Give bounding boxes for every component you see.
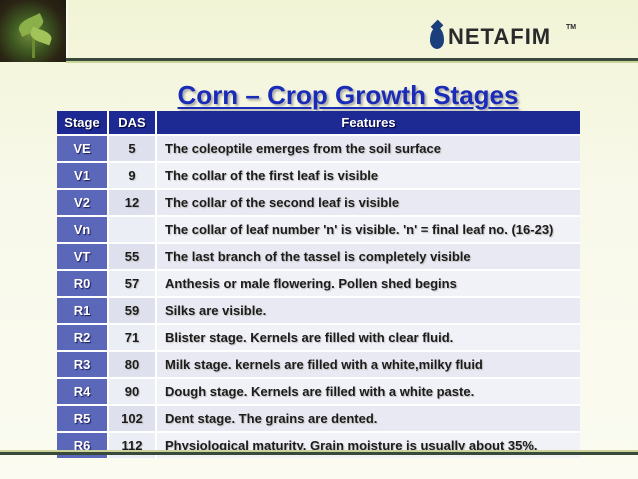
header-stage: Stage [57, 111, 109, 135]
das-cell: 12 [108, 189, 157, 216]
feature-cell: Blister stage. Kernels are filled with c… [156, 324, 580, 351]
das-cell: 57 [108, 270, 157, 297]
das-cell: 9 [108, 162, 157, 189]
feature-cell: Milk stage. kernels are filled with a wh… [156, 351, 580, 378]
table-row: R1 59 Silks are visible. [57, 297, 580, 324]
das-cell [108, 216, 157, 243]
footer-rule-accent [0, 450, 638, 452]
feature-cell: The collar of the second leaf is visible [156, 189, 580, 216]
feature-cell: Dough stage. Kernels are filled with a w… [156, 378, 580, 405]
table-row: VT 55 The last branch of the tassel is com… [57, 243, 580, 270]
slide-title-wrap: Corn – Crop Growth Stages [0, 80, 638, 111]
das-cell: 5 [108, 135, 157, 162]
stage-cell: R1 [57, 297, 109, 324]
stage-cell: V1 [57, 162, 109, 189]
logo-trademark: TM [566, 24, 577, 31]
das-cell: 55 [108, 243, 157, 270]
stage-cell: R4 [57, 378, 109, 405]
feature-cell: The coleoptile emerges from the soil sur… [156, 135, 580, 162]
header-rule [66, 58, 638, 61]
slide-title: Corn – Crop Growth Stages [177, 80, 519, 110]
feature-cell: Silks are visible. [156, 297, 580, 324]
stage-cell: V2 [57, 189, 109, 216]
stage-cell: R2 [57, 324, 109, 351]
seedling-photo [0, 0, 66, 62]
seedling-stem [32, 36, 35, 58]
table-row: R2 71 Blister stage. Kernels are filled wi… [57, 324, 580, 351]
das-cell: 80 [108, 351, 157, 378]
stage-cell: Vn [57, 216, 109, 243]
stage-cell: R0 [57, 270, 109, 297]
feature-cell: Anthesis or male flowering. Pollen shed … [156, 270, 580, 297]
feature-cell: The collar of leaf number 'n' is visible… [156, 216, 580, 243]
table-row: R0 57 Anthesis or male flowering. Pollen s… [57, 270, 580, 297]
stage-cell: R3 [57, 351, 109, 378]
table-row: R4 90 Dough stage. Kernels are filled with… [57, 378, 580, 405]
header-das: DAS [108, 111, 157, 135]
das-cell: 59 [108, 297, 157, 324]
stage-cell: VT [57, 243, 109, 270]
divider-line [66, 0, 68, 62]
table-row: VE 5 The coleoptile emerges from the soil … [57, 135, 580, 162]
stage-cell: VE [57, 135, 109, 162]
table-row: R3 80 Milk stage. kernels are filled with … [57, 351, 580, 378]
table-row: Vn The collar of leaf number 'n' is visib… [57, 216, 580, 243]
table-row: R5 102 Dent stage. The grains are dented. [57, 405, 580, 432]
header-rule-accent [66, 61, 638, 63]
stage-cell: R5 [57, 405, 109, 432]
header-features: Features [156, 111, 580, 135]
netafim-logo: NETAFIM TM [430, 22, 590, 56]
das-cell: 90 [108, 378, 157, 405]
logo-text: NETAFIM [448, 24, 552, 49]
feature-cell: The last branch of the tassel is complet… [156, 243, 580, 270]
table-header-row: Stage DAS Features [57, 111, 580, 135]
das-cell: 102 [108, 405, 157, 432]
water-drop-icon [430, 27, 444, 49]
das-cell: 71 [108, 324, 157, 351]
feature-cell: Dent stage. The grains are dented. [156, 405, 580, 432]
table-row: V1 9 The collar of the first leaf is visib… [57, 162, 580, 189]
feature-cell: The collar of the first leaf is visible [156, 162, 580, 189]
table-row: V2 12 The collar of the second leaf is vis… [57, 189, 580, 216]
footer-rule [0, 452, 638, 455]
growth-stages-table: Stage DAS Features VE 5 The coleoptile eme… [57, 111, 580, 458]
